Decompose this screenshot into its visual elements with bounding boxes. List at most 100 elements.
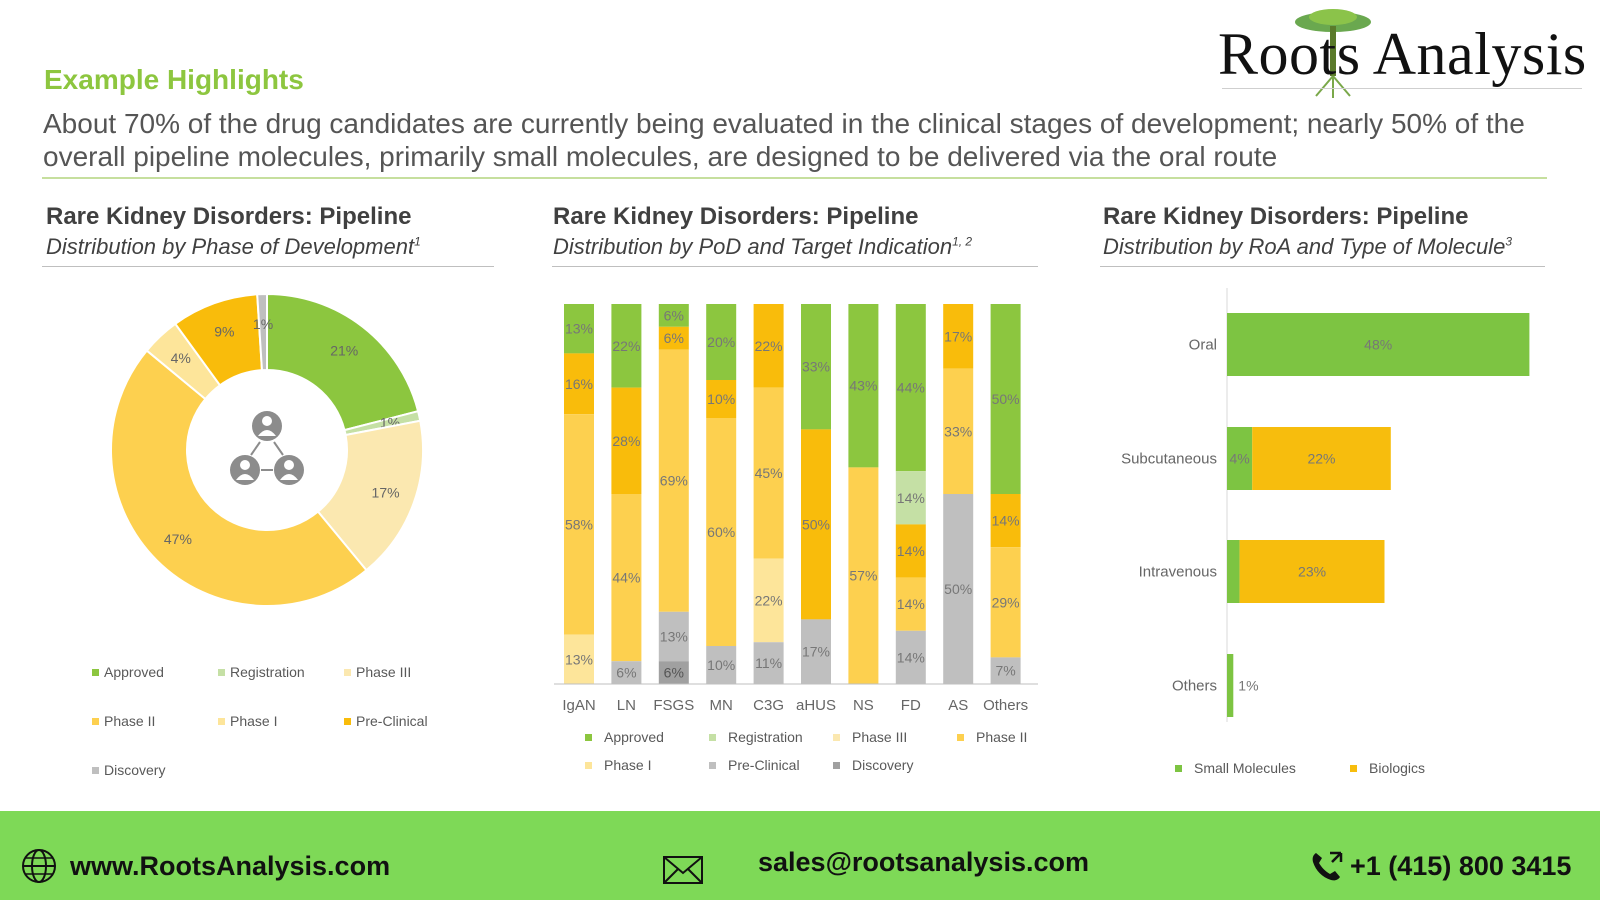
donut-label-pre-clinical: 9% — [214, 323, 234, 339]
legend-label: Pre-Clinical — [728, 757, 800, 773]
panel-2-rule — [552, 266, 1038, 267]
legend-item-phase-ii: Phase II — [957, 729, 1027, 745]
bar-segment-as-pre-clinical — [943, 304, 974, 369]
bar-label-fd: 44% — [897, 380, 925, 396]
legend-item-phase-iii: Phase III — [344, 664, 411, 680]
bar-label-ln: 22% — [612, 338, 640, 354]
legend-swatch — [92, 717, 99, 725]
stacked-bar-legend: Approved Registration Phase III Phase II Pha… — [585, 729, 1045, 789]
bar-label-ns: 43% — [849, 378, 877, 394]
legend-swatch — [344, 717, 351, 725]
x-tick-others: Others — [983, 697, 1028, 714]
donut-slice-discovery — [256, 292, 268, 372]
bar-label-mn: 10% — [707, 657, 735, 673]
bar-segment-fsgs-discovery — [658, 611, 689, 662]
legend-label: Registration — [728, 729, 803, 745]
legend-item-pre-clinical: Pre-Clinical — [344, 713, 428, 729]
donut-slice-phase-iii — [316, 419, 424, 572]
bar-segment-fd-registration — [895, 471, 926, 525]
bar-label-fd: 14% — [897, 596, 925, 612]
legend-item-small-molecules: Small Molecules — [1175, 760, 1296, 776]
legend-item-phase-i: Phase I — [218, 713, 277, 729]
phase-donut-chart: 21%1%17%47%4%9% 1% — [110, 292, 424, 607]
hbar-intravenous-biologics — [1239, 540, 1385, 603]
legend-swatch — [218, 668, 225, 676]
bar-segment-ahus-approved — [801, 304, 831, 430]
panel-2-footnote: 1, 2 — [952, 234, 973, 249]
panel-2-title: Rare Kidney Disorders: Pipeline — [553, 203, 919, 230]
logo — [1200, 0, 1600, 100]
bar-segment-ln-pre-clinical — [611, 387, 642, 494]
y-tick-oral: Oral — [1189, 337, 1217, 354]
legend-label: Phase II — [976, 729, 1028, 745]
legend-swatch — [585, 733, 592, 741]
bar-segment-mn-pre-clinical — [706, 380, 737, 418]
bar-segment-ahus-discovery — [801, 619, 831, 684]
panel-1-footnote: 1 — [414, 234, 421, 249]
website-link[interactable]: www.RootsAnalysis.com — [70, 851, 391, 881]
bar-label-fsgs: 6% — [664, 330, 684, 346]
legend-item-registration: Registration — [709, 729, 803, 745]
legend-item-phase-i: Phase I — [585, 757, 651, 773]
hbar-subcutaneous-small-molecules — [1227, 427, 1253, 490]
bar-label-mn: 20% — [707, 334, 735, 350]
x-tick-ahus: aHUS — [796, 697, 836, 714]
bar-segment-c3g-pre-clinical — [753, 304, 784, 388]
bar-segment-igan-pre-clinical — [564, 353, 594, 415]
x-tick-as: AS — [948, 697, 968, 714]
bar-label-others: 29% — [992, 594, 1020, 610]
legend-swatch — [833, 733, 840, 741]
bar-label-ln: 6% — [616, 665, 636, 681]
hbar-label-others: 1% — [1238, 678, 1258, 694]
bar-label-others: 50% — [992, 391, 1020, 407]
x-tick-fd: FD — [901, 697, 921, 714]
bar-label-others: 7% — [995, 663, 1015, 679]
x-tick-igan: IgAN — [562, 697, 595, 714]
bar-segment-igan-approved — [564, 304, 594, 354]
panel-2-subtitle-text: Distribution by PoD and Target Indicatio… — [553, 234, 953, 259]
legend-item-discovery: Discovery — [833, 757, 913, 773]
legend-label: Approved — [104, 664, 164, 680]
legend-label: Phase II — [104, 713, 156, 729]
bar-label-c3g: 45% — [755, 465, 783, 481]
bar-segment-as-phase-ii — [943, 368, 974, 494]
bar-segment-fd-phase-ii — [895, 577, 926, 631]
bar-segment-as-discovery — [943, 494, 974, 684]
hbar-intravenous-small-molecules — [1227, 540, 1240, 603]
bar-segment-others-phase-ii — [990, 547, 1021, 658]
donut-label-phase-ii: 47% — [164, 531, 192, 547]
bar-segment-c3g-phase-i — [753, 558, 784, 643]
legend-item-pre-clinical: Pre-Clinical — [709, 757, 800, 773]
roa-horizontal-bar-chart: Oral48%Subcutaneous4%22%Intravenous2%23%… — [1121, 288, 1530, 722]
legend-item-biologics: Biologics — [1350, 760, 1425, 776]
donut-label-phase-i: 4% — [171, 350, 191, 366]
panel-1-rule — [42, 266, 494, 267]
legend-item-approved: Approved — [585, 729, 664, 745]
y-tick-others: Others — [1172, 678, 1217, 695]
y-tick-subcutaneous: Subcutaneous — [1121, 451, 1217, 468]
bar-segment-ahus-pre-clinical — [801, 429, 831, 620]
bar-label-fsgs: 6% — [664, 665, 684, 681]
bar-label-ns: 57% — [849, 568, 877, 584]
bar-segment-igan-phase-ii — [564, 414, 594, 635]
legend-swatch — [833, 761, 840, 769]
bar-label-ahus: 50% — [802, 516, 830, 532]
panel-2-subtitle: Distribution by PoD and Target Indicatio… — [553, 234, 972, 260]
email-link[interactable]: sales@rootsanalysis.com — [758, 847, 1089, 877]
donut-slice-phase-ii — [110, 349, 368, 607]
hbar-oral-small-molecules — [1227, 313, 1530, 376]
phone-number[interactable]: +1 (415) 800 3415 — [1350, 851, 1572, 881]
legend-swatch — [709, 733, 716, 741]
bar-segment-fsgs-phase-ii — [658, 349, 689, 612]
hbar-label-subcutaneous: 22% — [1307, 451, 1335, 467]
x-tick-fsgs: FSGS — [653, 697, 694, 714]
phone-icon — [1312, 851, 1343, 881]
legend-label: Discovery — [104, 762, 166, 778]
highlight-summary: About 70% of the drug candidates are cur… — [43, 108, 1525, 172]
bar-label-ahus: 33% — [802, 359, 830, 375]
bar-label-igan: 13% — [565, 321, 593, 337]
header-divider — [42, 177, 1547, 179]
section-title: Example Highlights — [44, 64, 304, 95]
bar-segment-mn-approved — [706, 304, 737, 380]
bar-label-fd: 14% — [897, 543, 925, 559]
